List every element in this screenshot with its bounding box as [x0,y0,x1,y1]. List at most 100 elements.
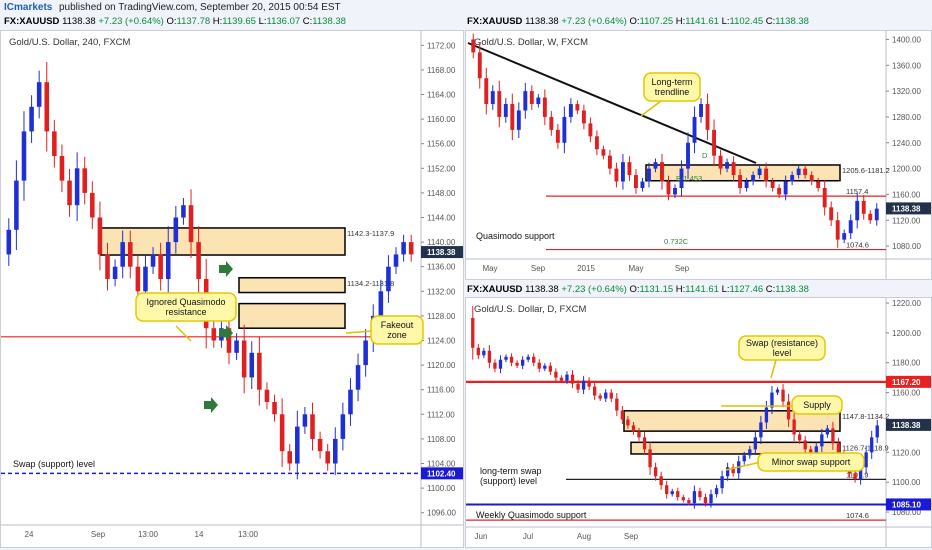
candle-body [21,131,27,181]
chart-panel-daily[interactable]: 1220.001200.001180.001160.001140.001120.… [465,297,932,548]
candle-body [317,438,323,452]
zone-rect [238,302,346,329]
candle-body [504,356,508,360]
y-tick-label: 1116.00 [427,386,455,395]
candle-body [676,491,680,498]
candle-body [770,181,775,188]
candle-body [870,437,874,453]
zone-rect [623,410,841,432]
candle-body [725,467,730,477]
candle-body [620,410,625,420]
y-tick-label: 1100.00 [892,478,921,487]
last-price-tag [886,202,931,215]
candle-body [287,451,292,464]
y-tick-label: 1152.00 [427,164,456,173]
y-tick-label: 1124.00 [427,337,456,346]
candle-body [562,116,567,143]
x-tick-label: 14 [195,530,204,539]
candle-body [855,200,860,221]
candle-body [637,431,641,438]
callout-box [757,452,865,472]
callout-text: Ignored Quasimodo [146,297,225,307]
open-value: 1137.78 [176,16,211,27]
candle-body [549,116,554,130]
candle-body [783,181,788,195]
candle-body [594,136,599,150]
candle-body [568,104,573,117]
last-price-tag [421,246,463,259]
candle-body [555,129,560,143]
candle-body [634,175,638,188]
candle-body [670,491,674,495]
callout-box [791,395,843,415]
candle-body [386,266,391,292]
callout-box [135,292,237,322]
y-tick-label: 1160.00 [892,190,921,199]
candle-body [653,467,658,477]
candle-body [510,104,515,130]
candle-body [861,200,866,214]
candle-body [764,168,769,182]
y-tick-label: 1144.00 [427,214,456,223]
zone-label: 1142.3-1137.9 [347,229,394,238]
candle-body [875,425,879,438]
candle-body [575,104,580,111]
callout-tail [725,461,762,471]
change: +7.23 (+0.64%) [98,16,164,27]
candle-body [310,414,315,439]
candle-body [44,82,50,132]
last-price-label: 1138.38 [892,421,921,430]
open-label: O: [166,16,177,27]
y-tick-label: 1120.00 [892,216,921,225]
brand-name[interactable]: ICmarkets [4,2,53,13]
candle-body [593,386,597,396]
y-tick-label: 1164.00 [427,91,456,100]
candle-body [836,443,841,456]
y-tick-label: 1104.00 [427,460,456,469]
callout-text: Minor swap support [772,457,851,467]
candle-body [581,380,586,390]
symbol: FX:XAUUSD [467,284,523,295]
chart-panel-weekly[interactable]: 1400.00 1360.00 1320.00 1280.00 1240.00 1200.… [465,30,932,280]
change: +7.23 (+0.64%) [561,284,627,295]
last-price-tag [886,418,931,431]
candle-body [188,205,194,243]
x-tick-label: Sep [531,264,546,273]
candle-body [781,389,785,402]
y-tick-label: 1136.00 [427,263,456,272]
y-tick-label: 1096.00 [427,509,456,518]
y-tick-label: 1080.00 [892,508,921,517]
high-label: H: [212,16,223,27]
callout-text: Fakeout [381,320,414,330]
trendline [467,42,757,164]
callout-tail [640,100,662,117]
green-arrow-icon [219,261,233,277]
level-price-tag [886,498,931,511]
callout-box [370,315,424,345]
close-label: C: [765,284,776,295]
y-tick-label: 1200.00 [892,329,921,338]
open-value: 1131.15 [639,284,674,295]
candle-body [764,407,769,423]
publish-info: published on TradingView.com, September … [59,2,341,13]
candle-body [868,213,873,221]
candle-body [659,476,663,486]
ohlc-bar-daily: FX:XAUUSD 1138.38 +7.23 (+0.64%) O:1131.… [467,284,809,298]
candle-body [520,359,525,366]
x-tick-label: 2015 [577,264,595,273]
high-label: H: [675,284,686,295]
candle-body [627,162,632,176]
callout-text: zone [387,330,407,340]
candle-body [653,162,658,169]
candle-body [515,362,519,366]
close-value: 1138.38 [312,16,346,27]
candle-body [615,398,619,411]
harmonic-point-label: B-1.453 [676,174,702,183]
chart-panel-4h[interactable]: 1172.00 1168.00 1164.00 1160.00 1156.00 1152.… [0,30,464,548]
candle-body [642,437,647,450]
candle-body [355,365,361,390]
candle-body [742,455,746,462]
candle-body [340,414,346,439]
candle-body [587,380,591,387]
callout-text: Supply [803,400,831,410]
